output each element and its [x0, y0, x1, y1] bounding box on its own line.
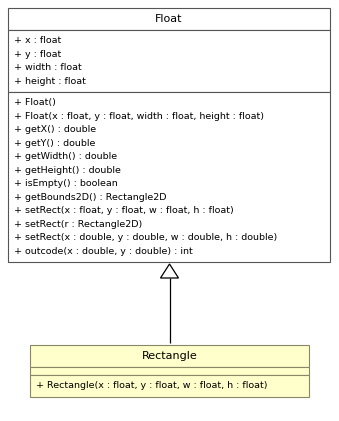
Text: + getBounds2D() : Rectangle2D: + getBounds2D() : Rectangle2D — [14, 193, 166, 202]
Text: + getWidth() : double: + getWidth() : double — [14, 152, 117, 161]
Bar — [8, 8, 330, 30]
Text: + setRect(x : double, y : double, w : double, h : double): + setRect(x : double, y : double, w : do… — [14, 233, 277, 242]
Text: + width : float: + width : float — [14, 63, 82, 72]
Text: + Float(x : float, y : float, width : float, height : float): + Float(x : float, y : float, width : fl… — [14, 112, 264, 121]
Text: + Rectangle(x : float, y : float, w : float, h : float): + Rectangle(x : float, y : float, w : fl… — [36, 381, 267, 390]
Text: + setRect(r : Rectangle2D): + setRect(r : Rectangle2D) — [14, 220, 142, 229]
Bar — [8, 92, 330, 262]
Bar — [30, 367, 309, 375]
Text: + isEmpty() : boolean: + isEmpty() : boolean — [14, 179, 118, 188]
Bar — [30, 375, 309, 397]
Text: + setRect(x : float, y : float, w : float, h : float): + setRect(x : float, y : float, w : floa… — [14, 206, 234, 215]
Text: + outcode(x : double, y : double) : int: + outcode(x : double, y : double) : int — [14, 247, 193, 256]
Bar — [30, 345, 309, 367]
Text: + getY() : double: + getY() : double — [14, 139, 95, 148]
Text: Rectangle: Rectangle — [142, 351, 197, 361]
Text: + y : float: + y : float — [14, 50, 61, 59]
Text: + getX() : double: + getX() : double — [14, 125, 96, 134]
Text: Float: Float — [155, 14, 183, 24]
Bar — [8, 30, 330, 92]
Text: + Float(): + Float() — [14, 98, 56, 107]
Text: + height : float: + height : float — [14, 77, 86, 86]
Polygon shape — [160, 264, 179, 278]
Text: + x : float: + x : float — [14, 36, 61, 45]
Text: + getHeight() : double: + getHeight() : double — [14, 166, 121, 175]
